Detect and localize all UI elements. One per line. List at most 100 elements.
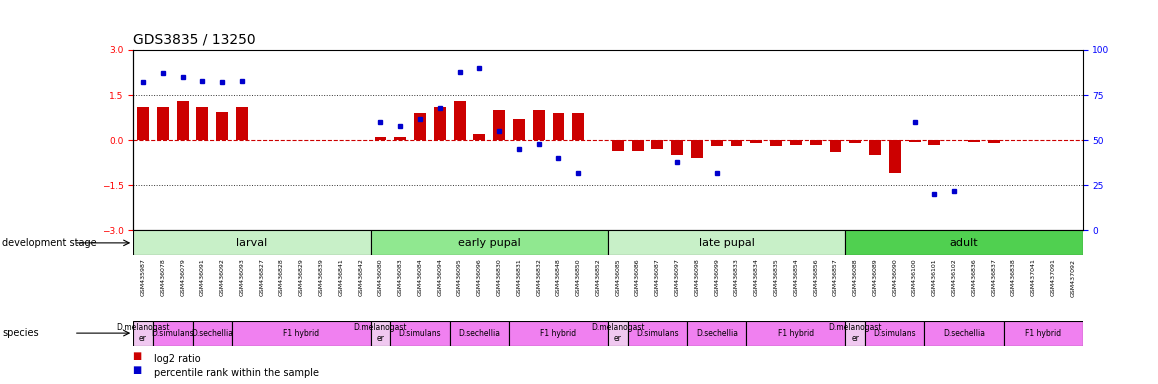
Text: GSM436099: GSM436099 [714,259,719,296]
Text: GSM436097: GSM436097 [675,259,680,296]
Bar [137,107,149,140]
Bar [608,321,628,346]
Text: F1 hybrid: F1 hybrid [284,329,320,338]
Text: GSM436094: GSM436094 [438,259,442,296]
Bar [474,134,485,140]
Text: GSM436085: GSM436085 [615,259,621,296]
Bar [371,230,608,255]
Text: development stage: development stage [2,238,97,248]
Text: adult: adult [950,238,979,248]
Text: F1 hybrid: F1 hybrid [778,329,814,338]
Bar [533,110,544,140]
Bar [868,140,881,155]
Text: GSM436850: GSM436850 [576,259,581,296]
Text: GSM436098: GSM436098 [695,259,699,296]
Bar [153,321,192,346]
Text: GSM436102: GSM436102 [952,259,957,296]
Text: ■: ■ [133,365,146,375]
Text: percentile rank within the sample: percentile rank within the sample [154,368,318,378]
Text: D.simulans: D.simulans [152,329,195,338]
Bar [849,140,862,143]
Text: GSM436857: GSM436857 [833,259,838,296]
Bar [217,112,228,140]
Text: GSM436837: GSM436837 [991,259,996,296]
Bar [889,140,901,173]
Text: D.sechellia: D.sechellia [459,329,500,338]
Text: GSM436834: GSM436834 [754,259,758,296]
Text: D.sechellia: D.sechellia [943,329,985,338]
Text: GSM436088: GSM436088 [852,259,858,296]
Bar [371,321,390,346]
Text: GSM436086: GSM436086 [635,259,640,296]
Bar [449,321,510,346]
Bar [513,119,525,140]
Bar [750,140,762,143]
Bar [415,113,426,140]
Bar [374,137,387,140]
Text: GSM436833: GSM436833 [734,259,739,296]
Text: ■: ■ [133,351,146,361]
Text: GSM436084: GSM436084 [418,259,423,296]
Text: GSM436089: GSM436089 [872,259,878,296]
Text: D.melanogast
er: D.melanogast er [591,323,645,343]
Bar [552,113,564,140]
Bar [968,140,980,142]
Bar [790,140,801,145]
Bar [133,230,371,255]
Bar [197,107,208,140]
Bar [809,140,822,145]
Bar [611,140,624,151]
Text: GSM436827: GSM436827 [259,259,264,296]
Text: GSM436083: GSM436083 [397,259,403,296]
Bar [390,321,449,346]
Text: D.melanogast
er: D.melanogast er [353,323,408,343]
Text: GSM436852: GSM436852 [595,259,601,296]
Text: GSM436854: GSM436854 [793,259,798,296]
Text: species: species [2,328,39,338]
Text: GSM436830: GSM436830 [497,259,501,296]
Bar [672,140,683,155]
Bar [608,230,845,255]
Bar [909,140,921,142]
Text: GSM436839: GSM436839 [318,259,323,296]
Text: F1 hybrid: F1 hybrid [541,329,577,338]
Bar [510,321,608,346]
Text: GSM436842: GSM436842 [358,259,364,296]
Text: GSM436087: GSM436087 [655,259,660,296]
Text: D.sechellia: D.sechellia [696,329,738,338]
Bar [988,140,999,143]
Text: GSM436832: GSM436832 [536,259,541,296]
Text: GSM436856: GSM436856 [813,259,819,296]
Text: GSM436101: GSM436101 [932,259,937,296]
Text: early pupal: early pupal [457,238,521,248]
Bar [865,321,924,346]
Bar [493,110,505,140]
Bar [192,321,232,346]
Bar [632,140,644,151]
Text: GDS3835 / 13250: GDS3835 / 13250 [133,32,256,46]
Bar [454,101,466,140]
Text: GSM436836: GSM436836 [972,259,976,296]
Bar [628,321,687,346]
Bar [236,107,248,140]
Bar [687,321,747,346]
Text: GSM436080: GSM436080 [378,259,383,296]
Text: GSM436829: GSM436829 [299,259,303,296]
Text: D.simulans: D.simulans [398,329,441,338]
Text: GSM436092: GSM436092 [220,259,225,296]
Bar [845,321,865,346]
Text: GSM436095: GSM436095 [457,259,462,296]
Text: log2 ratio: log2 ratio [154,354,200,364]
Bar [691,140,703,158]
Text: GSM436096: GSM436096 [477,259,482,296]
Text: GSM437041: GSM437041 [1031,259,1035,296]
Text: GSM436078: GSM436078 [160,259,166,296]
Text: GSM436091: GSM436091 [200,259,205,296]
Bar [1004,321,1083,346]
Bar [652,140,664,149]
Text: F1 hybrid: F1 hybrid [1025,329,1061,338]
Text: D.melanogast
er: D.melanogast er [828,323,882,343]
Text: GSM436093: GSM436093 [240,259,244,296]
Text: GSM436079: GSM436079 [181,259,185,296]
Bar [747,321,845,346]
